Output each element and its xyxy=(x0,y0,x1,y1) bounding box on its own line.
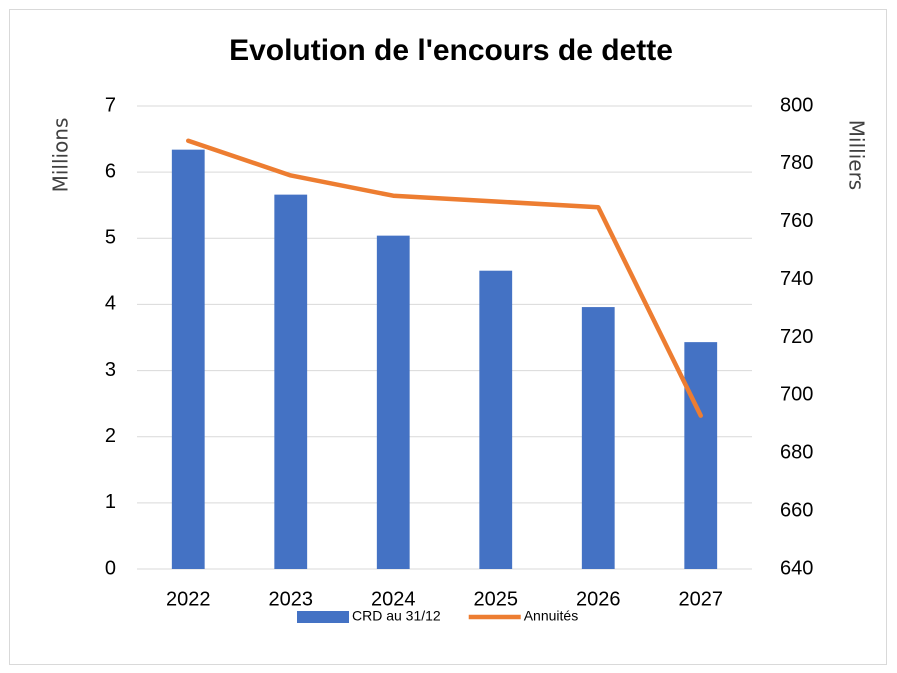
x-tick-label: 2022 xyxy=(166,588,211,610)
bar xyxy=(171,149,205,569)
y-tick-label: 4 xyxy=(105,293,116,315)
y2-tick-label: 740 xyxy=(780,268,813,290)
bar xyxy=(684,342,718,569)
legend-label: Annuités xyxy=(524,608,578,624)
y2-tick-label: 660 xyxy=(780,499,813,521)
legend-label: CRD au 31/12 xyxy=(352,608,441,624)
y-tick-label: 7 xyxy=(105,94,116,116)
y-tick-label: 3 xyxy=(105,359,116,381)
y-tick-label: 1 xyxy=(105,491,116,513)
chart-border xyxy=(9,9,887,665)
bar xyxy=(479,270,513,569)
y2-tick-label: 800 xyxy=(780,94,813,116)
bar xyxy=(581,307,615,569)
line xyxy=(186,138,703,418)
y-tick-label: 6 xyxy=(105,160,116,182)
y2-tick-label: 700 xyxy=(780,384,813,406)
y2-tick-label: 780 xyxy=(780,152,813,174)
x-tick-label: 2023 xyxy=(269,588,314,610)
x-tick-label: 2026 xyxy=(576,588,621,610)
y-axis-title: Millions xyxy=(49,118,73,193)
x-tick-label: 2025 xyxy=(474,588,519,610)
y2-axis-title: Milliers xyxy=(845,120,869,190)
bar xyxy=(274,194,308,570)
bar xyxy=(376,235,410,569)
chart-title: Evolution de l'encours de dette xyxy=(229,34,673,67)
y2-tick-label: 720 xyxy=(780,326,813,348)
x-tick-label: 2027 xyxy=(679,588,724,610)
y2-tick-label: 760 xyxy=(780,210,813,232)
legend-swatch xyxy=(297,611,349,623)
y-tick-label: 0 xyxy=(105,557,116,579)
x-tick-label: 2024 xyxy=(371,588,416,610)
y2-tick-label: 680 xyxy=(780,442,813,464)
y-tick-label: 2 xyxy=(105,425,116,447)
y-tick-label: 5 xyxy=(105,227,116,249)
y2-tick-label: 640 xyxy=(780,557,813,579)
